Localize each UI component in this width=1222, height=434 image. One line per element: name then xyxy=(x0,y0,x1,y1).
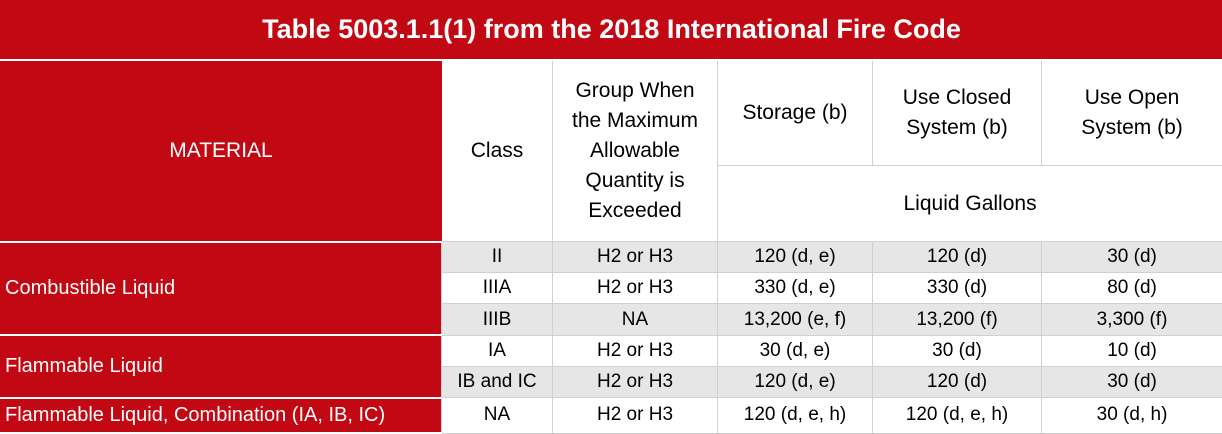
material-cell: Combustible Liquid xyxy=(0,240,442,337)
storage-cell: 330 (d, e) xyxy=(717,272,873,305)
table-body: Combustible Liquid II H2 or H3 120 (d, e) 12… xyxy=(0,240,1222,434)
table-row: IIIB NA 13,200 (e, f) 13,200 (f) 3,300 (f) xyxy=(1,303,1222,336)
use-closed-cell: 13,200 (f) xyxy=(872,303,1042,336)
group-cell: H2 or H3 xyxy=(552,334,718,367)
use-open-cell: 80 (d) xyxy=(1040,272,1222,305)
use-open-cell: 3,300 (f) xyxy=(1040,303,1222,336)
class-cell: II xyxy=(441,240,553,274)
storage-cell: 13,200 (e, f) xyxy=(717,303,873,336)
table-row: Combustible Liquid II H2 or H3 120 (d, e) 12… xyxy=(0,240,1222,337)
group-column-header: Group When the Maximum Allowable Quantit… xyxy=(552,59,718,242)
material-cell: Flammable Liquid xyxy=(0,334,442,399)
group-cell: NA xyxy=(552,303,718,336)
class-cell: IIIB xyxy=(441,303,553,336)
storage-cell: 30 (d, e) xyxy=(717,334,873,367)
group-cell: H2 or H3 xyxy=(552,365,718,399)
storage-cell: 120 (d, e) xyxy=(717,365,873,399)
use-open-column-header: Use Open System (b) xyxy=(1040,59,1222,166)
material-column-header: MATERIAL xyxy=(0,59,442,242)
class-column-header: Class xyxy=(441,59,553,242)
use-closed-cell: 120 (d) xyxy=(872,365,1042,399)
group-cell: H2 or H3 xyxy=(552,272,718,305)
storage-column-header: Storage (b) xyxy=(717,59,873,166)
storage-cell: 120 (d, e, h) xyxy=(717,397,873,434)
class-cell: IA xyxy=(441,334,553,367)
group-cell: H2 or H3 xyxy=(552,397,718,434)
class-cell: IB and IC xyxy=(441,365,553,399)
material-cell: Flammable Liquid, Combination (IA, IB, I… xyxy=(0,396,442,434)
use-closed-column-header: Use Closed System (b) xyxy=(872,59,1042,166)
use-open-cell: 30 (d, h) xyxy=(1040,397,1222,434)
use-closed-cell: 330 (d) xyxy=(872,272,1042,305)
class-cell: NA xyxy=(441,397,553,434)
use-open-cell: 30 (d) xyxy=(1040,365,1222,399)
use-open-cell: 10 (d) xyxy=(1040,334,1222,367)
table-row: IIIA H2 or H3 330 (d, e) 330 (d) 80 (d) xyxy=(1,272,1222,305)
use-closed-cell: 120 (d) xyxy=(872,240,1042,274)
storage-cell: 120 (d, e) xyxy=(717,240,873,274)
table-row: Flammable Liquid, Combination (IA, IB, I… xyxy=(0,396,1222,434)
table-title: Table 5003.1.1(1) from the 2018 Internat… xyxy=(0,0,1222,61)
use-closed-cell: 120 (d, e, h) xyxy=(872,397,1042,434)
class-cell: IIIA xyxy=(441,272,553,305)
units-header: Liquid Gallons xyxy=(716,165,1222,242)
table-header: Table 5003.1.1(1) from the 2018 Internat… xyxy=(0,0,1222,242)
table-row: IB and IC H2 or H3 120 (d, e) 120 (d) 30 (d) xyxy=(1,365,1222,399)
use-closed-cell: 30 (d) xyxy=(872,334,1042,367)
use-open-cell: 30 (d) xyxy=(1040,240,1222,274)
table-row: Flammable Liquid IA H2 or H3 30 (d, e) 30 (d… xyxy=(0,334,1222,399)
group-cell: H2 or H3 xyxy=(552,240,718,274)
